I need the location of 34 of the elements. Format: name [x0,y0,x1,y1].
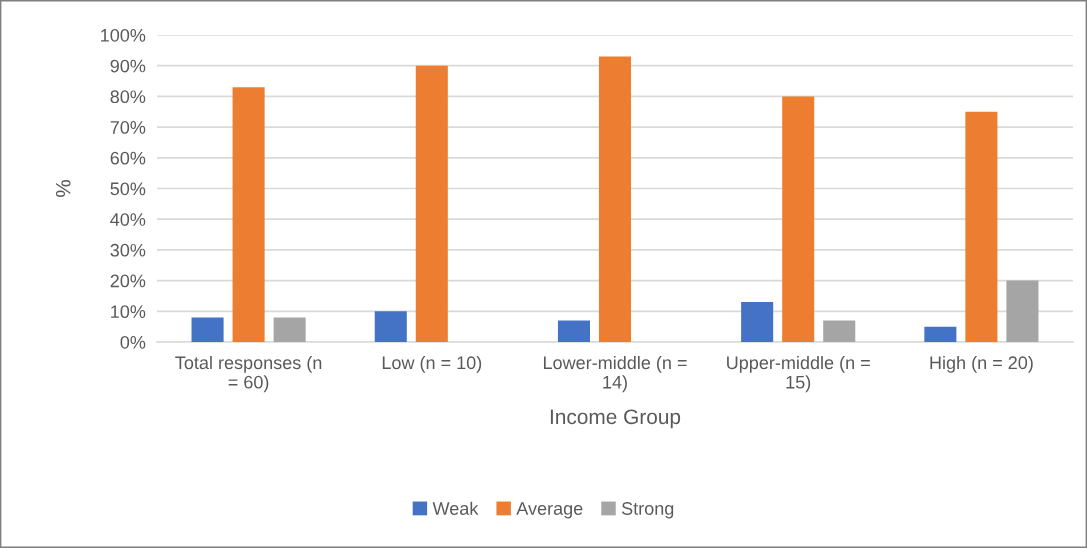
y-tick-label: 70% [110,121,146,134]
y-tick-label: 90% [110,59,146,73]
x-tick-label: Lower-middle (n = 14) [543,355,687,393]
bar [741,302,774,342]
y-tick-label: 100% [101,28,146,42]
bar [232,87,265,342]
bar [823,320,856,342]
bar [598,56,632,342]
y-tick-label: 80% [110,90,146,104]
bar [191,317,224,342]
bar [273,317,306,342]
bar [374,311,407,342]
x-tick-label: Upper-middle (n = 15) [727,355,870,393]
bar [557,320,590,342]
bar [1006,280,1039,342]
y-tick-label: 50% [110,182,146,196]
bar [965,111,998,342]
x-tick-label: High (n = 20) [930,355,1033,373]
legend-label: Average [516,502,583,519]
x-tick-label: Low (n = 10) [382,355,482,373]
legend-label: Weak [432,501,479,515]
y-tick-label: 60% [110,151,146,165]
y-tick-label: 20% [110,274,146,288]
y-axis-title: % [55,179,71,198]
bar [415,65,448,342]
legend-label: Strong [621,502,674,519]
y-tick-label: 0% [120,335,146,349]
y-tick-label: 10% [111,305,146,319]
y-tick-label: 30% [110,243,146,257]
bar [782,96,815,342]
y-tick-label: 40% [110,213,146,226]
x-axis-title: Income Group [550,409,681,429]
x-tick-label: Total responses (n = 60) [175,355,322,393]
bar [924,326,957,342]
